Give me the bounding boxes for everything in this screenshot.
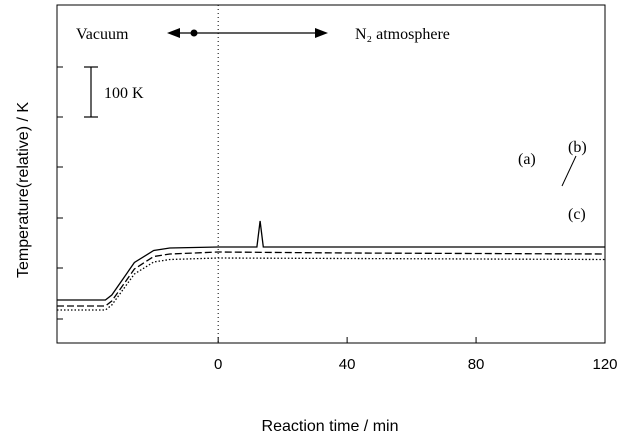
series-label-a: (a) [518,151,536,168]
series-layer [57,220,606,311]
x-axis: 0 40 80 120 [214,337,618,373]
scale-bar-label: 100 K [104,85,144,102]
series-label-b: (b) [568,139,587,156]
series-label-c: (c) [568,206,586,223]
region-arrow [167,28,328,38]
plot-frame [56,4,606,344]
series-line-b [57,251,606,307]
x-tick-label: 40 [339,356,356,373]
scale-bar [84,66,98,118]
vacuum-label: Vacuum [76,26,129,43]
series-line-a [57,220,605,301]
divider-marker [190,29,198,37]
x-tick-label: 120 [592,356,617,373]
series-line-c [57,257,606,311]
x-tick-label: 80 [468,356,485,373]
y-axis-title: Temperature(relative) / K [15,102,32,278]
series-label-b-leader [561,155,577,187]
x-tick-label: 0 [214,356,222,373]
x-axis-title: Reaction time / min [262,418,399,435]
n2-atmosphere-label: N₂ atmosphere [355,26,450,43]
y-ticks [57,66,63,320]
